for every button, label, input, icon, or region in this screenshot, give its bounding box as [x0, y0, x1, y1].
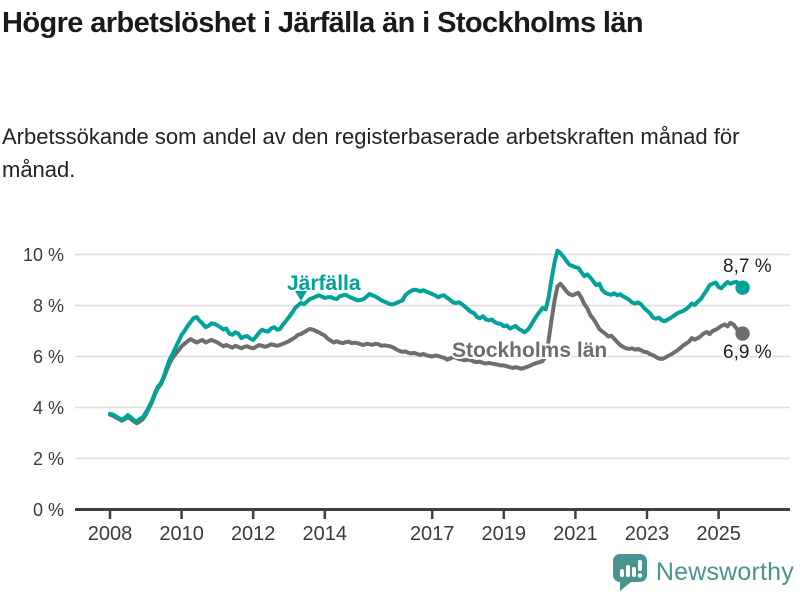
- series-end-dot: [735, 326, 750, 341]
- y-tick-label: 6 %: [33, 347, 64, 367]
- x-tick-label: 2017: [410, 523, 455, 545]
- series-label-pointer: [295, 291, 307, 301]
- x-tick-label: 2010: [159, 523, 204, 545]
- y-tick-label: 0 %: [33, 500, 64, 520]
- end-value-label: 8,7 %: [723, 256, 772, 277]
- x-tick-label: 2025: [696, 523, 741, 545]
- page-subtitle: Arbetssökande som andel av den registerb…: [2, 124, 740, 182]
- x-tick-label: 2021: [553, 523, 598, 545]
- series-line-j-rf-lla: [108, 248, 745, 424]
- x-tick-label: 2023: [625, 523, 670, 545]
- x-tick-label: 2012: [231, 523, 276, 545]
- series-label: Stockholms län: [452, 339, 607, 362]
- brand-name: Newsworthy: [655, 557, 794, 586]
- x-tick-label: 2014: [303, 523, 348, 545]
- y-tick-label: 2 %: [33, 449, 64, 469]
- series-label: Järfälla: [287, 272, 361, 295]
- y-tick-label: 8 %: [33, 296, 64, 316]
- page-title: Högre arbetslöshet i Järfälla än i Stock…: [2, 7, 644, 39]
- newsworthy-logo-icon: [612, 554, 647, 591]
- y-tick-label: 10 %: [23, 245, 64, 265]
- end-value-label: 6,9 %: [723, 342, 772, 363]
- x-tick-label: 2019: [482, 523, 527, 545]
- brand-footer: Newsworthy: [611, 552, 794, 592]
- x-tick-label: 2008: [88, 523, 133, 545]
- series-line-stockholms-l-n: [108, 281, 745, 426]
- series-end-dot: [735, 280, 750, 295]
- y-tick-label: 4 %: [33, 398, 64, 418]
- mini-bar-chart-glyph: [619, 560, 643, 578]
